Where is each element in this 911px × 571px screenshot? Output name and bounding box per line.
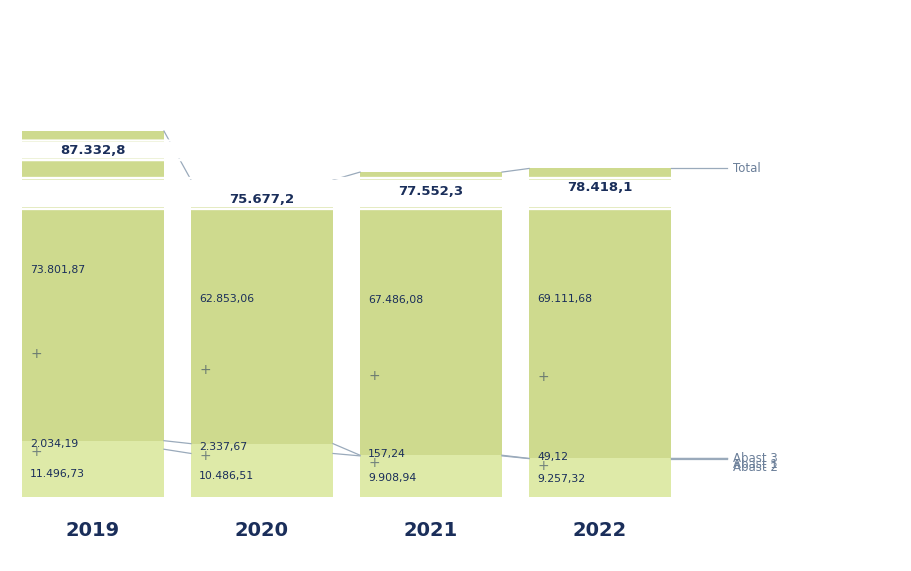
Text: +: + [199, 449, 210, 463]
Text: Abast 1: Abast 1 [732, 459, 777, 472]
Text: 2019: 2019 [66, 521, 120, 540]
Text: Evolució emissions GEH: Evolució emissions GEH [16, 13, 230, 28]
FancyBboxPatch shape [190, 444, 333, 497]
Text: 69.111,68: 69.111,68 [537, 294, 591, 304]
Text: Total: Total [732, 162, 760, 175]
FancyBboxPatch shape [0, 180, 911, 202]
Text: +: + [30, 347, 42, 361]
Text: 78.418,1: 78.418,1 [567, 181, 632, 194]
FancyBboxPatch shape [528, 459, 670, 497]
FancyBboxPatch shape [190, 180, 333, 444]
Text: 75.677,2: 75.677,2 [230, 193, 294, 206]
Text: 10.486,51: 10.486,51 [199, 471, 254, 481]
FancyBboxPatch shape [360, 455, 501, 497]
Text: +: + [30, 445, 42, 459]
FancyBboxPatch shape [0, 188, 911, 210]
Text: 77.552,3: 77.552,3 [398, 185, 463, 198]
FancyBboxPatch shape [528, 168, 670, 459]
Text: 2020: 2020 [235, 521, 289, 540]
Text: 9.908,94: 9.908,94 [368, 473, 416, 482]
Text: 2022: 2022 [572, 521, 627, 540]
Text: +: + [537, 459, 548, 473]
Text: 49,12: 49,12 [537, 452, 568, 463]
Text: Abast 3: Abast 3 [732, 452, 777, 465]
Text: +: + [368, 369, 379, 383]
Text: 9.257,32: 9.257,32 [537, 474, 585, 484]
Text: 67.486,08: 67.486,08 [368, 295, 423, 304]
Text: 2021: 2021 [404, 521, 457, 540]
Text: 157,24: 157,24 [368, 449, 405, 459]
Text: 2.034,19: 2.034,19 [30, 439, 78, 449]
Text: 2.337,67: 2.337,67 [199, 443, 247, 452]
Text: 87.332,8: 87.332,8 [60, 144, 126, 157]
FancyBboxPatch shape [22, 131, 164, 441]
Text: 11.496,73: 11.496,73 [30, 469, 85, 479]
Text: 62.853,06: 62.853,06 [199, 293, 254, 304]
Text: Abast 2: Abast 2 [732, 461, 777, 474]
FancyBboxPatch shape [360, 172, 501, 455]
Text: +: + [368, 456, 379, 470]
FancyBboxPatch shape [0, 177, 911, 199]
Text: +: + [199, 363, 210, 377]
FancyBboxPatch shape [0, 139, 911, 161]
Text: 73.801,87: 73.801,87 [30, 266, 85, 275]
FancyBboxPatch shape [22, 441, 164, 497]
Text: +: + [537, 370, 548, 384]
